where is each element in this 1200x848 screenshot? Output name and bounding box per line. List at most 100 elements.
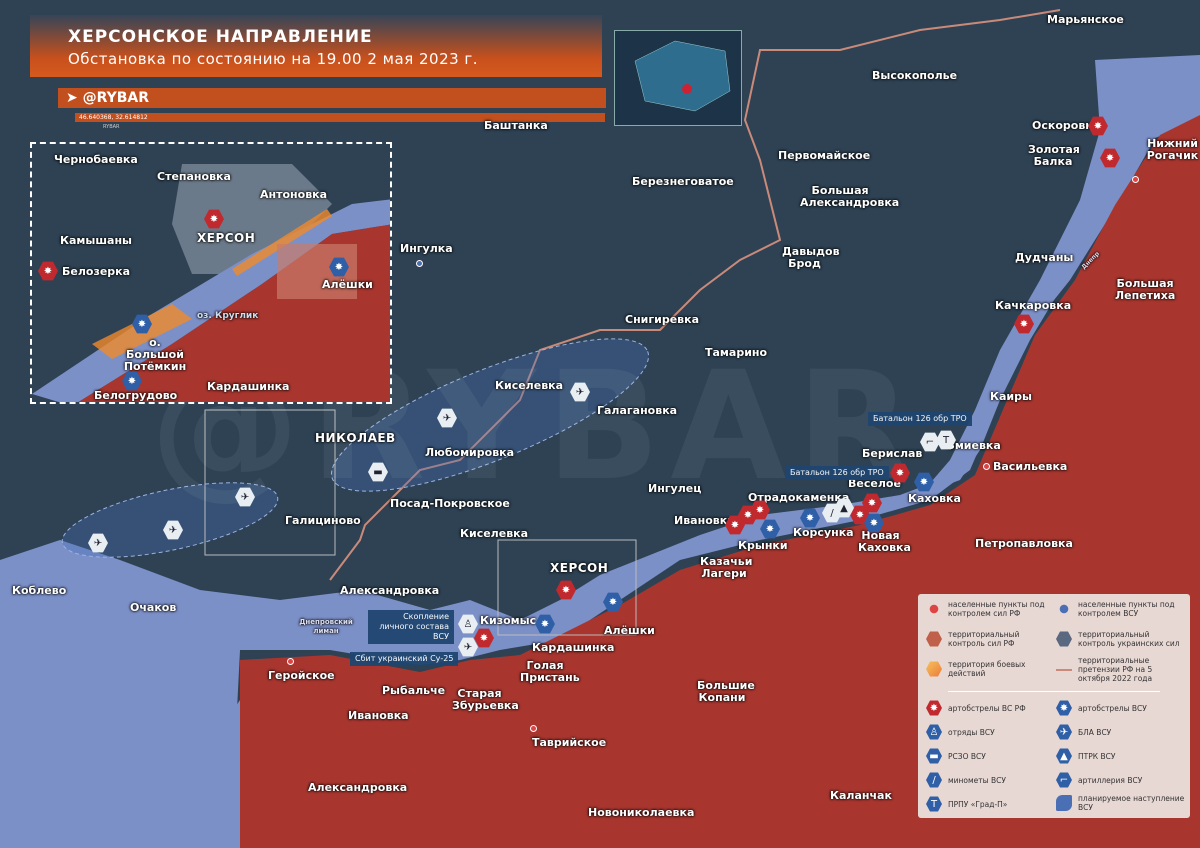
place-label: Киселевка <box>495 379 564 392</box>
place-label: Высокополье <box>872 69 958 82</box>
place-label: Крынки <box>738 539 788 552</box>
ru-artillery-fire-icon: ✸ <box>474 628 494 648</box>
inset-place-label: Чернобаевка <box>54 153 138 166</box>
place-label: Петропавловка <box>975 537 1073 550</box>
drone-icon: ✈ <box>163 520 183 540</box>
drone-icon: ✈ <box>570 382 590 402</box>
inset-place-label: Камышаны <box>60 234 133 247</box>
place-label: Ингулец <box>648 482 702 495</box>
ru-artillery-fire-icon: ✸ <box>556 580 576 600</box>
claim-line <box>329 9 1061 581</box>
ru-artillery-fire-icon: ✸ <box>204 209 224 229</box>
artillery-icon: ⌐ <box>920 432 940 452</box>
place-label: Давыдов Брод <box>782 245 840 270</box>
legend-label: БЛА ВСУ <box>1078 727 1112 737</box>
place-label: Марьянское <box>1047 13 1124 26</box>
inset-lake-label: оз. Круглик <box>197 311 259 321</box>
place-label: Таврийское <box>532 736 607 749</box>
kherson-inset-frame <box>497 539 637 636</box>
atgm-icon: ▲ <box>1056 748 1072 764</box>
sea-area <box>0 60 1200 848</box>
coordinates: 46.640368, 32.614812 <box>75 113 605 122</box>
place-label: Берислав <box>862 447 923 460</box>
ua-artillery-fire-icon: ✸ <box>914 472 934 492</box>
place-label: Большие Копани <box>697 679 755 704</box>
inset-city-label: ХЕРСОН <box>197 231 256 245</box>
legend-label: минометы ВСУ <box>948 775 1006 785</box>
claim-line-icon <box>1056 668 1072 671</box>
place-label: Коблево <box>12 584 67 597</box>
place-label: Галагановка <box>597 404 678 417</box>
place-label: Баштанка <box>484 119 548 132</box>
kakhovka-reservoir <box>920 55 1200 495</box>
place-label: Каланчак <box>830 789 892 802</box>
ua-artillery-fire-icon: ✸ <box>864 513 884 533</box>
ua-artillery-fire-icon: ✸ <box>329 257 349 277</box>
kinburn-spit <box>0 700 240 848</box>
place-label: Рыбальче <box>382 684 446 697</box>
place-label: Золотая Балка <box>1028 143 1080 168</box>
inset-place-label: Белозерка <box>62 265 131 278</box>
drone-icon: ✈ <box>1056 724 1072 740</box>
place-label: Васильевка <box>993 460 1068 473</box>
place-label: Тамарино <box>705 346 768 359</box>
callout-tro-battalion: Батальон 126 обр ТРО <box>868 412 972 426</box>
city-label: ХЕРСОН <box>550 561 609 575</box>
mlrs-icon: ▬ <box>368 462 388 482</box>
kherson-inset-map: Чернобаевка Степановка Антоновка ✸ ХЕРСО… <box>30 142 392 404</box>
place-label: Любомировка <box>425 446 515 459</box>
legend-label: артобстрелы ВС РФ <box>948 703 1026 713</box>
legend-label: территория боевых действий <box>948 660 1026 678</box>
brand-small: RYBAR <box>103 124 120 130</box>
inset-canvas <box>32 144 390 402</box>
place-label: Ивановка <box>348 709 409 722</box>
locator-map <box>614 30 742 126</box>
su25-icon: ✈ <box>458 637 478 657</box>
legend-label: отряды ВСУ <box>948 727 995 737</box>
ru-artillery-fire-icon: ✸ <box>1014 314 1034 334</box>
combat-hex-icon <box>926 661 942 677</box>
place-label: Отрадокаменка <box>748 491 850 504</box>
place-label: Дудчаны <box>1015 251 1074 264</box>
planned-offensive-area <box>330 338 650 492</box>
callout-tro-battalion: Батальон 126 обр ТРО <box>785 466 889 480</box>
legend-label: РСЗО ВСУ <box>948 751 986 761</box>
header-banner: ХЕРСОНСКОЕ НАПРАВЛЕНИЕ Обстановка по сос… <box>30 15 602 77</box>
drone-icon: ✈ <box>88 533 108 553</box>
place-label: Березнеговатое <box>632 175 734 188</box>
legend-label: планируемое наступление ВСУ <box>1078 794 1185 812</box>
ua-hex-icon <box>1056 631 1072 647</box>
ru-pin-icon <box>287 658 294 665</box>
ru-artillery-fire-icon: ✸ <box>862 493 882 513</box>
artillery-icon: ⌐ <box>1056 772 1072 788</box>
inset-place-label: Белогрудово <box>94 389 178 402</box>
grad-p-icon: T <box>926 796 942 812</box>
ru-artillery-fire-icon: ✸ <box>725 515 745 535</box>
legend-label: ПТРК ВСУ <box>1078 751 1116 761</box>
place-label: Кардашинка <box>532 641 615 654</box>
atgm-icon: ▲ <box>834 498 854 518</box>
place-label: Оскоровка <box>1032 119 1101 132</box>
ru-artillery-fire-icon: ✸ <box>750 500 770 520</box>
place-label: Ивановка <box>674 514 735 527</box>
map-legend: населенные пункты под контролем сил РФ н… <box>918 594 1190 818</box>
page-subtitle: Обстановка по состоянию на 19.00 2 мая 2… <box>68 50 479 68</box>
place-label: Геройское <box>268 669 335 682</box>
ua-artillery-fire-icon: ✸ <box>760 519 780 539</box>
inset-place-label: Антоновка <box>260 188 328 201</box>
ru-artillery-fire-icon: ✸ <box>890 463 910 483</box>
place-label: Качкаровка <box>995 299 1072 312</box>
place-label: Александровка <box>340 584 440 597</box>
place-label: Алёшки <box>604 624 655 637</box>
legend-label: ПРПУ «Град-П» <box>948 799 1008 809</box>
inset-place-label: о. Большой Потёмкин <box>123 336 187 373</box>
legend-label: территориальный контроль украинских сил <box>1078 630 1180 648</box>
place-label: Снигиревка <box>625 313 700 326</box>
soldier-icon: ♙ <box>926 724 942 740</box>
place-label: Большая Лепетиха <box>1115 277 1176 302</box>
place-label: Каховка <box>908 492 961 505</box>
place-label: Казачьи Лагери <box>700 555 753 580</box>
ua-pin-icon <box>416 260 423 267</box>
grad-p-icon: T <box>936 430 956 450</box>
